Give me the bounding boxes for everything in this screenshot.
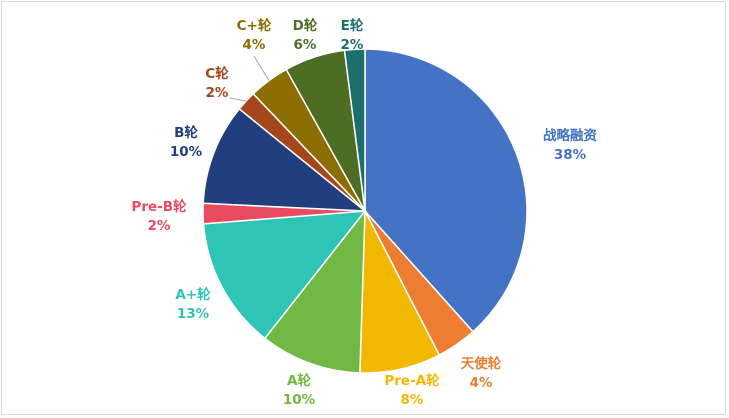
slice-value-label: 4% — [470, 375, 493, 391]
slice-label: A+轮 — [175, 286, 211, 303]
pie-slice — [263, 208, 366, 374]
slice-value-label: 13% — [177, 306, 210, 322]
slice-label: E轮 — [341, 17, 364, 34]
slice-label: B轮 — [174, 124, 198, 141]
pie-slice — [343, 48, 366, 212]
slice-label: C+轮 — [237, 17, 272, 34]
leader-line — [253, 55, 270, 81]
slice-value-label: 10% — [283, 392, 316, 408]
slice-value-label: 2% — [148, 218, 171, 234]
slice-label: C轮 — [205, 65, 229, 82]
slice-label: 天使轮 — [461, 355, 502, 372]
slice-label: 战略融资 — [543, 127, 597, 144]
pie-slice — [202, 107, 368, 212]
slice-value-label: 2% — [206, 85, 229, 101]
slice-value-label: 8% — [401, 392, 424, 408]
slice-label: Pre-A轮 — [384, 372, 440, 389]
slice-value-label: 10% — [170, 144, 203, 160]
pie-slice — [202, 210, 367, 340]
slice-value-label: 6% — [294, 37, 317, 53]
slice-value-label: 38% — [554, 147, 587, 163]
slice-label: D轮 — [293, 17, 318, 34]
slice-label: A轮 — [287, 372, 311, 389]
pie-slice — [364, 48, 528, 333]
slice-label: Pre-B轮 — [131, 198, 187, 215]
leader-line — [229, 97, 247, 102]
slice-value-label: 4% — [243, 37, 266, 53]
slice-value-label: 2% — [341, 37, 364, 53]
